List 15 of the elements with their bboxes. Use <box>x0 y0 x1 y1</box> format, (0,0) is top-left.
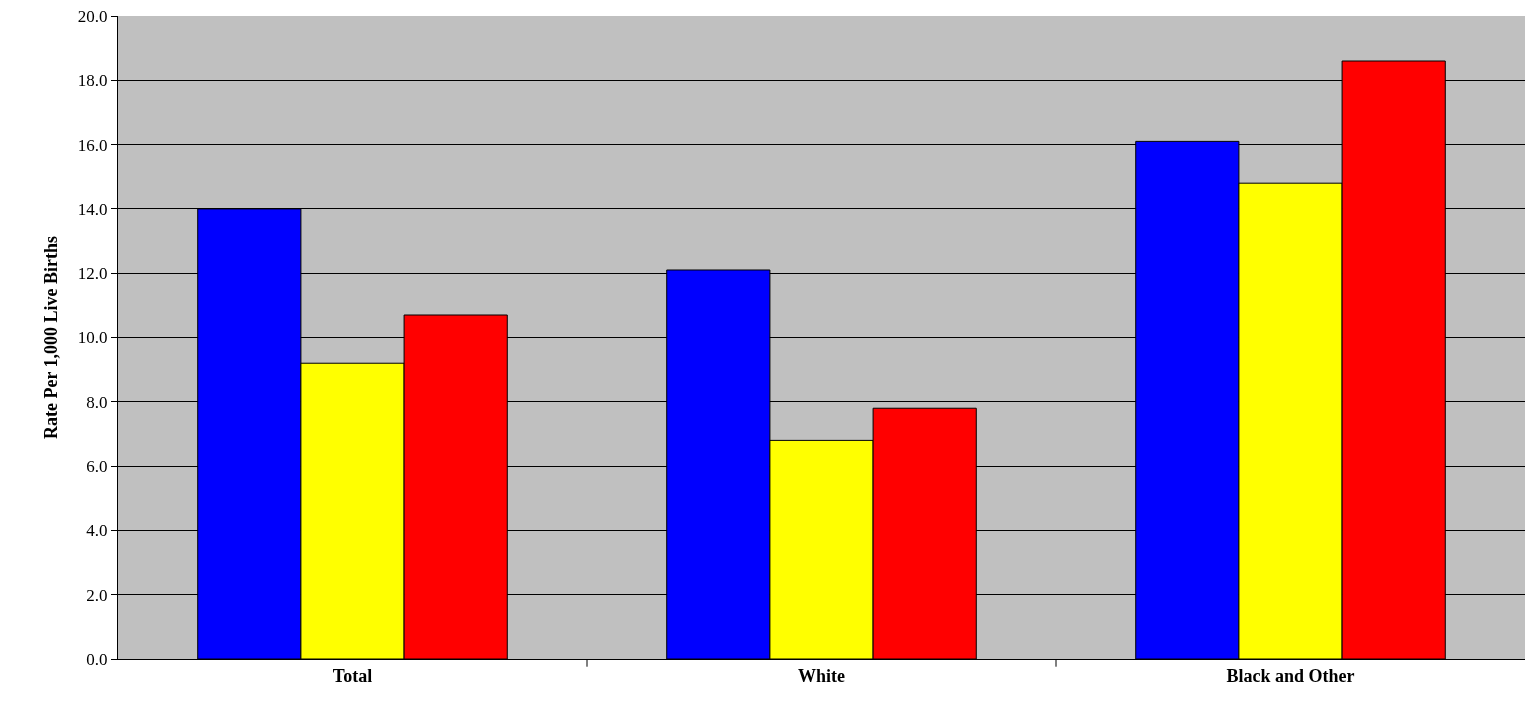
y-tick-label: 8.0 <box>86 392 108 412</box>
y-tick-label: 20.0 <box>77 6 108 26</box>
x-tick-label: Total <box>332 665 373 686</box>
y-tick-label: 14.0 <box>77 199 108 219</box>
y-tick-label: 16.0 <box>77 135 108 155</box>
y-tick-label: 2.0 <box>86 585 108 605</box>
y-tick-label: 10.0 <box>77 328 108 348</box>
y-tick-label: 4.0 <box>86 521 108 541</box>
x-tick-label: Black and Other <box>1226 665 1355 686</box>
y-tick-label: 6.0 <box>86 457 108 477</box>
y-tick-label: 18.0 <box>77 71 108 91</box>
y-axis-title: Rate Per 1,000 Live Births <box>41 235 62 440</box>
y-tick-label: 12.0 <box>77 264 108 284</box>
y-tick-label: 0.0 <box>86 649 108 669</box>
x-tick-label: White <box>798 665 846 686</box>
